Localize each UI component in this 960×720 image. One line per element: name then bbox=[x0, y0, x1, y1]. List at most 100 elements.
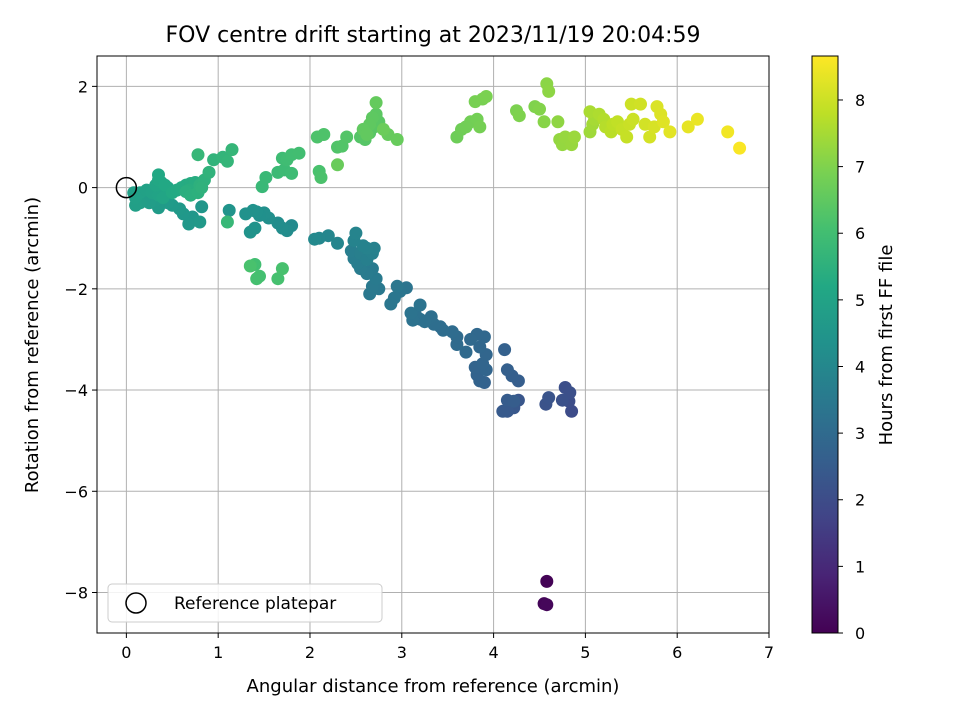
colorbar-tick-label: 1 bbox=[855, 557, 865, 576]
y-tick-label: −6 bbox=[64, 482, 88, 501]
data-point bbox=[540, 598, 554, 612]
data-point bbox=[193, 215, 207, 229]
x-tick-label: 6 bbox=[672, 643, 682, 662]
data-point bbox=[390, 279, 404, 293]
data-point bbox=[317, 128, 331, 141]
data-point bbox=[464, 332, 478, 346]
data-point bbox=[498, 343, 512, 357]
data-point bbox=[349, 226, 363, 240]
data-point bbox=[259, 171, 273, 184]
x-tick-label: 1 bbox=[213, 643, 223, 662]
data-point bbox=[663, 125, 677, 139]
data-point bbox=[314, 171, 328, 184]
data-point bbox=[340, 130, 354, 144]
data-point bbox=[533, 102, 546, 116]
data-point bbox=[243, 225, 257, 239]
data-point bbox=[681, 120, 695, 134]
data-point bbox=[182, 217, 196, 231]
legend-label-reference: Reference platepar bbox=[174, 594, 336, 614]
reference-platepar-marker bbox=[115, 176, 138, 199]
chart-title: FOV centre drift starting at 2023/11/19 … bbox=[166, 23, 701, 48]
x-tick-label: 5 bbox=[580, 643, 590, 662]
colorbar-tick-label: 7 bbox=[855, 158, 865, 177]
plot-frame bbox=[96, 55, 770, 634]
data-point bbox=[721, 125, 735, 139]
y-tick-label: −2 bbox=[64, 280, 88, 299]
data-point bbox=[285, 166, 299, 180]
x-axis-ticks: 0 1 2 3 4 5 6 7 bbox=[121, 633, 774, 662]
data-point bbox=[195, 181, 209, 195]
data-point bbox=[384, 297, 398, 311]
x-tick-label: 0 bbox=[121, 643, 131, 662]
y-axis-label: Rotation from reference (arcmin) bbox=[22, 197, 43, 493]
colorbar-ticks: 0 1 2 3 4 5 6 7 8 bbox=[838, 91, 865, 643]
data-point bbox=[202, 165, 216, 179]
data-point bbox=[413, 298, 427, 312]
data-point bbox=[496, 404, 510, 418]
data-point bbox=[369, 96, 383, 110]
data-point bbox=[500, 363, 514, 377]
data-point bbox=[690, 112, 704, 126]
legend-reference-marker bbox=[125, 592, 147, 614]
data-point bbox=[459, 345, 473, 359]
data-point bbox=[542, 391, 556, 405]
colorbar-tick-label: 4 bbox=[855, 357, 865, 376]
data-point bbox=[390, 133, 404, 146]
data-points bbox=[115, 77, 747, 612]
data-point bbox=[220, 154, 234, 168]
data-point bbox=[292, 146, 306, 160]
data-point bbox=[656, 115, 670, 129]
x-tick-label: 7 bbox=[764, 643, 774, 662]
y-axis-ticks: −8 −6 −4 −2 0 2 bbox=[64, 77, 97, 603]
data-point bbox=[275, 262, 289, 276]
data-point bbox=[507, 394, 521, 408]
y-tick-label: 2 bbox=[78, 77, 88, 96]
data-point bbox=[555, 393, 569, 407]
data-point bbox=[239, 207, 253, 221]
data-point bbox=[620, 130, 634, 144]
colorbar-tick-label: 6 bbox=[855, 224, 865, 243]
data-point bbox=[626, 112, 640, 126]
data-point bbox=[551, 115, 565, 129]
legend: Reference platepar bbox=[107, 583, 383, 623]
colorbar-tick-label: 8 bbox=[855, 91, 865, 110]
data-point bbox=[220, 215, 234, 229]
data-point bbox=[624, 97, 638, 111]
data-point bbox=[733, 141, 747, 155]
data-point bbox=[331, 236, 344, 250]
data-point bbox=[360, 128, 374, 141]
data-point bbox=[191, 148, 205, 162]
legend-box bbox=[107, 583, 383, 623]
data-point bbox=[376, 122, 390, 136]
data-point bbox=[331, 158, 344, 172]
data-point bbox=[567, 130, 581, 144]
data-point bbox=[565, 404, 579, 418]
x-tick-label: 2 bbox=[305, 643, 315, 662]
y-tick-label: 0 bbox=[78, 179, 88, 198]
colorbar-label: Hours from first FF file bbox=[876, 245, 897, 446]
colorbar-tick-label: 5 bbox=[855, 291, 865, 310]
data-point bbox=[479, 90, 493, 103]
data-point bbox=[643, 130, 657, 144]
data-point bbox=[473, 340, 487, 354]
data-point bbox=[404, 306, 418, 320]
data-point bbox=[308, 232, 322, 246]
data-point bbox=[542, 84, 556, 98]
colorbar bbox=[811, 55, 839, 634]
y-tick-label: −8 bbox=[64, 584, 88, 603]
x-axis-label: Angular distance from reference (arcmin) bbox=[247, 676, 620, 697]
data-point bbox=[512, 109, 526, 123]
x-tick-label: 4 bbox=[488, 643, 498, 662]
data-point bbox=[152, 168, 165, 182]
x-tick-label: 3 bbox=[397, 643, 407, 662]
data-point bbox=[271, 272, 285, 286]
colorbar-tick-label: 3 bbox=[855, 424, 865, 443]
data-point bbox=[634, 97, 647, 111]
colorbar-tick-label: 0 bbox=[855, 624, 865, 643]
data-point bbox=[473, 120, 487, 134]
data-point bbox=[540, 574, 554, 588]
y-tick-label: −4 bbox=[64, 381, 88, 400]
data-point bbox=[225, 143, 239, 157]
data-point bbox=[243, 259, 257, 273]
